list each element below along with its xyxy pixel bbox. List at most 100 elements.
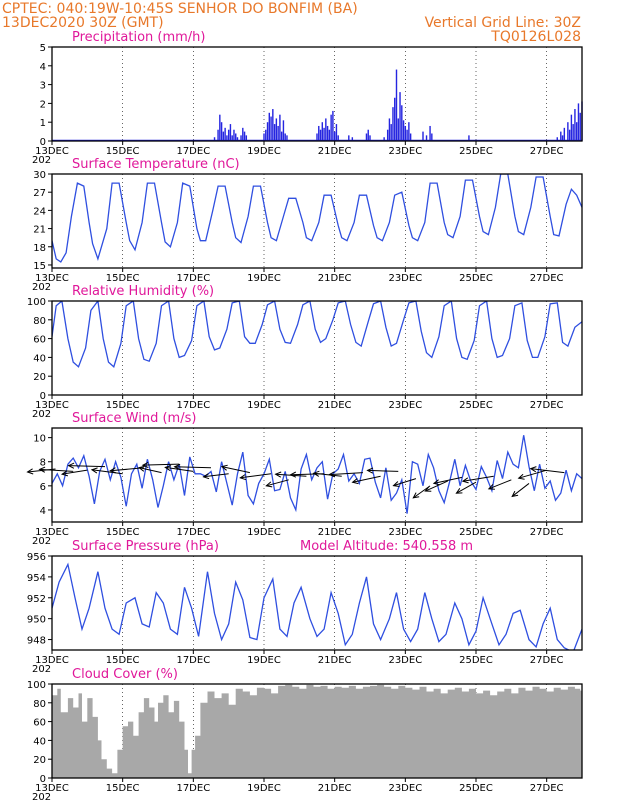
cloud-xtick-label: 13DEC bbox=[35, 783, 69, 794]
precip-bar bbox=[399, 92, 401, 141]
wind-xtick-label: 15DEC bbox=[106, 527, 140, 538]
pressure-xtick-label: 23DEC bbox=[388, 655, 422, 666]
precip-bar bbox=[369, 135, 371, 141]
wind-ytick-label: 10 bbox=[33, 434, 46, 445]
precip-xtick-label: 21DEC bbox=[318, 146, 352, 157]
wind-vector-head bbox=[141, 461, 149, 469]
precip-bar bbox=[321, 122, 324, 141]
pressure-ytick-label: 950 bbox=[27, 615, 46, 626]
grid-note: Vertical Grid Line: 30Z bbox=[425, 15, 581, 31]
rh-xtick-label: 27DEC bbox=[530, 400, 564, 411]
wind-vector bbox=[139, 467, 162, 474]
rh-ytick-label: 60 bbox=[33, 335, 46, 346]
precip-bar bbox=[367, 129, 369, 141]
precip-bar bbox=[220, 122, 223, 141]
precip-bar bbox=[351, 137, 354, 141]
precip-bar bbox=[408, 122, 410, 141]
temp-ytick-label: 30 bbox=[33, 170, 46, 181]
precip-bar bbox=[316, 133, 318, 141]
wind-vector bbox=[433, 476, 462, 484]
wind-vector-head bbox=[274, 471, 282, 478]
temp-year-stub: 202 bbox=[32, 282, 51, 293]
precip-bar bbox=[386, 129, 389, 141]
wind-vector-head bbox=[265, 481, 273, 488]
wind-vector bbox=[530, 468, 565, 474]
precip-ytick-label: 3 bbox=[40, 81, 46, 92]
precip-bar bbox=[429, 125, 431, 141]
pressure-series-line bbox=[52, 562, 582, 650]
temp-xtick-label: 13DEC bbox=[35, 273, 69, 284]
wind-vector bbox=[456, 481, 477, 494]
precip-bar bbox=[266, 122, 269, 141]
precip-bar bbox=[401, 105, 403, 141]
precip-bar bbox=[213, 137, 216, 141]
pressure-title: Surface Pressure (hPa) bbox=[72, 539, 219, 554]
precip-bar bbox=[563, 127, 566, 141]
wind-vector-head bbox=[26, 468, 34, 475]
precip-bar bbox=[383, 137, 385, 141]
precip-bar bbox=[280, 131, 283, 141]
pressure-xtick-label: 21DEC bbox=[318, 655, 352, 666]
wind-panel: 4 6 8 10 13DEC 15DEC 17DEC 19DEC 21DEC 23DEC 25DEC… bbox=[26, 411, 583, 547]
wind-vector-head bbox=[351, 478, 359, 485]
cloud-xtick-label: 17DEC bbox=[176, 783, 210, 794]
wind-xtick-label: 27DEC bbox=[530, 527, 564, 538]
wind-xtick-label: 13DEC bbox=[35, 527, 69, 538]
wind-vector bbox=[91, 469, 123, 475]
wind-vector-head bbox=[432, 479, 440, 486]
precip-bar bbox=[422, 131, 424, 141]
precip-bar bbox=[270, 116, 272, 141]
wind-series-line bbox=[52, 435, 582, 514]
precip-xtick-label: 23DEC bbox=[388, 146, 422, 157]
precip-bar bbox=[561, 135, 564, 141]
precip-bar bbox=[318, 125, 320, 141]
wind-vector bbox=[240, 473, 272, 479]
wind-vector bbox=[352, 475, 381, 483]
precip-bar bbox=[397, 118, 399, 141]
precip-bar bbox=[235, 133, 237, 141]
precip-bar bbox=[319, 129, 322, 141]
wind-vector-head bbox=[511, 490, 519, 498]
wind-vector bbox=[393, 478, 417, 487]
pressure-subtitle: Model Altitude: 540.558 m bbox=[300, 539, 473, 554]
temp-title: Surface Temperature (nC) bbox=[72, 157, 240, 172]
wind-ytick-label: 6 bbox=[40, 482, 46, 493]
temp-series-line bbox=[52, 174, 582, 263]
wind-vector-head bbox=[239, 474, 247, 481]
precip-bar bbox=[265, 129, 267, 141]
wind-vector bbox=[221, 466, 250, 474]
rh-xtick-label: 17DEC bbox=[176, 400, 210, 411]
wind-vector bbox=[518, 469, 547, 479]
wind-ytick-label: 4 bbox=[40, 506, 46, 517]
pressure-xtick-label: 27DEC bbox=[530, 655, 564, 666]
precip-ytick-label: 4 bbox=[40, 62, 46, 73]
precip-year-stub: 202 bbox=[32, 155, 51, 166]
rh-xtick-label: 19DEC bbox=[247, 400, 281, 411]
wind-vector-head bbox=[312, 470, 320, 477]
temp-panel: 15 18 21 24 27 30 13DEC 15DEC 17DEC 19DEC 21DEC 23D… bbox=[32, 157, 583, 293]
cloud-xtick-label: 15DEC bbox=[106, 783, 140, 794]
wind-vector bbox=[174, 466, 212, 469]
precip-bar bbox=[217, 129, 219, 141]
rh-frame bbox=[51, 300, 583, 396]
precip-xtick-label: 17DEC bbox=[176, 146, 210, 157]
rh-xtick-label: 21DEC bbox=[318, 400, 352, 411]
precip-bar bbox=[286, 135, 288, 141]
pressure-ytick-label: 956 bbox=[27, 552, 46, 563]
precip-title: Precipitation (mm/h) bbox=[72, 30, 205, 45]
wind-vector-head bbox=[220, 464, 228, 471]
precip-bar bbox=[567, 122, 569, 141]
precip-bar bbox=[556, 137, 558, 141]
wind-vector bbox=[329, 472, 363, 476]
precip-bar bbox=[219, 114, 221, 141]
wind-vector-head bbox=[202, 473, 210, 480]
temp-xtick-label: 17DEC bbox=[176, 273, 210, 284]
wind-title: Surface Wind (m/s) bbox=[72, 411, 196, 426]
rh-series-line bbox=[52, 301, 582, 368]
cloud-ytick-label: 80 bbox=[33, 699, 46, 710]
rh-ytick-label: 40 bbox=[33, 353, 46, 364]
temp-xtick-label: 27DEC bbox=[530, 273, 564, 284]
temp-xtick-label: 15DEC bbox=[106, 273, 140, 284]
precip-bar bbox=[268, 112, 271, 141]
